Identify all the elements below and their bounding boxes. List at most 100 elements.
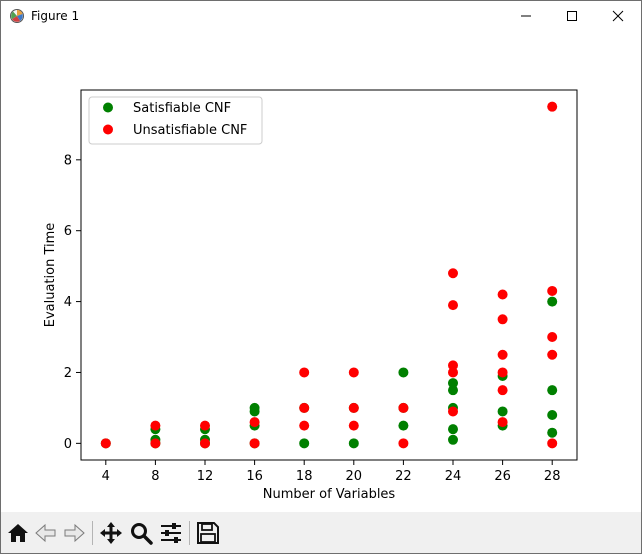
x-tick-label: 16	[246, 469, 263, 484]
satisfiable-point	[448, 378, 458, 389]
satisfiable-point	[497, 406, 508, 417]
home-icon	[8, 524, 28, 542]
unsatisfiable-point	[448, 300, 458, 311]
satisfiable-point	[398, 367, 409, 378]
x-tick-label: 18	[296, 469, 313, 484]
title-bar[interactable]: Figure 1	[1, 1, 641, 31]
unsatisfiable-point	[348, 402, 359, 413]
satisfiable-point	[547, 427, 558, 438]
maximize-button[interactable]	[549, 1, 595, 31]
satisfiable-point	[448, 385, 458, 396]
x-tick-label: 28	[544, 469, 561, 484]
legend-marker-unsatisfiable	[103, 124, 113, 135]
unsatisfiable-point	[150, 438, 161, 449]
unsatisfiable-point	[448, 360, 458, 371]
back-button[interactable]	[33, 520, 59, 546]
unsatisfiable-point	[547, 332, 558, 343]
x-tick-label: 26	[494, 469, 511, 484]
satisfiable-point	[448, 434, 458, 445]
unsatisfiable-point	[348, 420, 359, 431]
unsatisfiable-point	[299, 367, 310, 378]
save-button[interactable]	[195, 520, 221, 546]
zoom-magnifier-icon	[131, 523, 153, 545]
matplotlib-icon	[10, 9, 24, 23]
x-axis-label: Number of Variables	[263, 487, 396, 502]
satisfiable-point	[547, 409, 558, 420]
navigation-toolbar	[1, 512, 641, 553]
satisfiable-point	[249, 402, 260, 413]
pan-button[interactable]	[98, 520, 124, 546]
unsatisfiable-point	[398, 402, 409, 413]
unsatisfiable-point	[200, 438, 210, 449]
satisfiable-point	[547, 385, 558, 396]
back-arrow-icon	[35, 523, 56, 543]
configure-subplots-button[interactable]	[158, 520, 184, 546]
zoom-button[interactable]	[128, 520, 154, 546]
unsatisfiable-point	[497, 367, 508, 378]
pan-move-icon	[100, 522, 122, 544]
y-tick-label: 4	[64, 295, 72, 310]
legend: Satisfiable CNF Unsatisfiable CNF	[88, 96, 263, 145]
unsatisfiable-point	[200, 420, 210, 431]
unsatisfiable-point	[497, 417, 508, 428]
close-icon	[612, 10, 624, 22]
unsatisfiable-point	[547, 438, 558, 449]
unsatisfiable-point	[497, 385, 508, 396]
unsatisfiable-point	[299, 420, 310, 431]
maximize-icon	[567, 11, 577, 21]
unsatisfiable-point	[299, 402, 310, 413]
satisfiable-point	[398, 420, 409, 431]
unsatisfiable-point	[547, 349, 558, 360]
unsatisfiable-point	[249, 438, 260, 449]
forward-button[interactable]	[61, 520, 87, 546]
unsatisfiable-point	[547, 101, 558, 112]
satisfiable-point	[348, 438, 359, 449]
satisfiable-point	[299, 438, 310, 449]
unsatisfiable-point	[448, 268, 458, 279]
configure-subplots-icon	[161, 523, 181, 543]
unsatisfiable-point	[249, 417, 260, 428]
unsatisfiable-point	[150, 420, 161, 431]
unsatisfiable-point	[448, 367, 458, 378]
toolbar-separator	[92, 521, 93, 545]
unsatisfiable-point	[547, 285, 558, 296]
unsatisfiable-point	[448, 406, 458, 417]
satisfiable-point	[448, 424, 458, 435]
x-tick-label: 20	[346, 469, 363, 484]
unsatisfiable-point	[398, 438, 409, 449]
satisfiable-point	[547, 296, 558, 307]
y-tick-label: 0	[64, 437, 72, 452]
unsatisfiable-point	[348, 367, 359, 378]
window-title: Figure 1	[31, 9, 80, 23]
legend-label-satisfiable: Satisfiable CNF	[133, 101, 231, 116]
y-tick-label: 2	[64, 366, 72, 381]
unsatisfiable-point	[100, 438, 111, 449]
legend-label-unsatisfiable: Unsatisfiable CNF	[133, 123, 247, 138]
unsatisfiable-point	[497, 349, 508, 360]
x-tick-label: 4	[102, 469, 110, 484]
unsatisfiable-point	[497, 314, 508, 325]
y-axis-label: Evaluation Time	[43, 223, 58, 328]
plot-area	[81, 90, 577, 460]
series-unsatisfiable	[100, 101, 558, 449]
home-button[interactable]	[5, 520, 31, 546]
save-floppy-icon	[197, 522, 219, 544]
toolbar-separator	[189, 521, 190, 545]
x-tick-label: 22	[395, 469, 412, 484]
unsatisfiable-point	[497, 289, 508, 300]
close-button[interactable]	[595, 1, 641, 31]
forward-arrow-icon	[64, 523, 85, 543]
minimize-button[interactable]	[503, 1, 549, 31]
legend-marker-satisfiable	[103, 102, 113, 113]
figure-canvas[interactable]: 4 8 12 16 18 20 22 24 26 28 0 2 4 6 8 Number of Variab…	[1, 31, 641, 511]
x-tick-label: 12	[197, 469, 214, 484]
legend-box	[88, 96, 263, 145]
x-tick-label: 8	[151, 469, 159, 484]
y-tick-label: 6	[64, 224, 72, 239]
y-tick-label: 8	[64, 153, 72, 168]
axes-frame	[80, 89, 578, 461]
minimize-icon	[521, 15, 531, 17]
x-tick-label: 24	[445, 469, 462, 484]
